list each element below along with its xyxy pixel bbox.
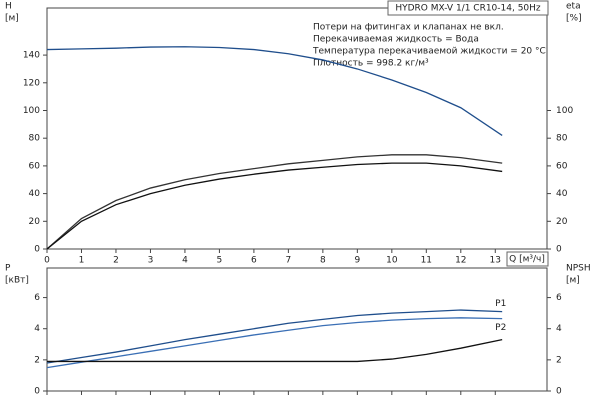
title-box — [387, 0, 549, 16]
y2-tick-label: 20 — [556, 217, 568, 227]
y2-axis-label: [м] — [566, 276, 580, 286]
x-tick-label: 6 — [251, 256, 257, 266]
y-tick-label: 4 — [34, 324, 40, 334]
y-axis-label: [кВт] — [5, 276, 29, 286]
series-line — [47, 338, 503, 363]
y2-tick-label: 0 — [556, 387, 562, 397]
y2-tick-label: 60 — [556, 161, 568, 171]
series-label: P1 — [495, 299, 506, 309]
x-tick-label: 9 — [354, 256, 360, 266]
y-tick-label: 140 — [23, 51, 40, 61]
y-tick-label: 20 — [29, 217, 41, 227]
series-line — [46, 317, 503, 369]
x-tick-label: 2 — [113, 256, 119, 266]
y-axis-label: P — [5, 264, 11, 274]
x-tick-label: 0 — [44, 256, 50, 266]
y-axis-label: H — [5, 2, 12, 12]
series-label: P2 — [495, 323, 506, 333]
x-label-box — [506, 251, 549, 267]
y2-tick-label: 4 — [556, 324, 562, 334]
x-tick-label: 12 — [455, 256, 466, 266]
y2-tick-label: 6 — [556, 293, 562, 303]
y2-tick-label: 0 — [556, 245, 562, 255]
series-line — [46, 154, 503, 250]
y2-axis-label: [%] — [566, 14, 582, 24]
y2-axis-label: NPSH — [566, 264, 591, 274]
y2-tick-label: 100 — [556, 106, 573, 116]
chart-title: HYDRO MX-V 1/1 CR10-14, 50Hz — [395, 4, 541, 14]
x-tick-label: 1 — [79, 256, 85, 266]
x-tick-label: 3 — [148, 256, 154, 266]
annotation: Температура перекачиваемой жидкости = 20… — [312, 47, 546, 57]
y-tick-label: 100 — [23, 106, 40, 116]
y2-tick-label: 2 — [556, 355, 562, 365]
x-tick-label: 7 — [286, 256, 292, 266]
series-line — [46, 46, 503, 136]
x-tick-label: 8 — [320, 256, 326, 266]
y2-axis-label: eta — [566, 2, 581, 12]
y2-tick-label: 80 — [556, 134, 568, 144]
annotation: Плотность = 998.2 кг/м³ — [313, 59, 429, 69]
y-tick-label: 60 — [29, 161, 41, 171]
x-tick-label: 13 — [490, 256, 501, 266]
x-tick-label: 11 — [421, 256, 432, 266]
plot-frame — [46, 267, 548, 392]
y-tick-label: 40 — [29, 189, 41, 199]
y-axis-label: [м] — [5, 14, 19, 24]
x-tick-label: 10 — [386, 256, 398, 266]
series-line — [46, 162, 503, 250]
annotation: Перекачиваемая жидкость = Вода — [313, 35, 479, 45]
y-tick-label: 0 — [34, 245, 40, 255]
y-tick-label: 80 — [29, 134, 41, 144]
y-tick-label: 0 — [34, 387, 40, 397]
series-line — [46, 309, 503, 364]
annotation: Потери на фитингах и клапанах не вкл. — [313, 23, 504, 33]
y-tick-label: 120 — [23, 78, 40, 88]
x-tick-label: 5 — [217, 256, 223, 266]
y2-tick-label: 40 — [556, 189, 568, 199]
x-axis-label: Q [м³/ч] — [509, 255, 545, 265]
y-tick-label: 6 — [34, 293, 40, 303]
plot-frame — [46, 7, 548, 250]
y-tick-label: 2 — [34, 355, 40, 365]
x-tick-label: 4 — [182, 256, 188, 266]
